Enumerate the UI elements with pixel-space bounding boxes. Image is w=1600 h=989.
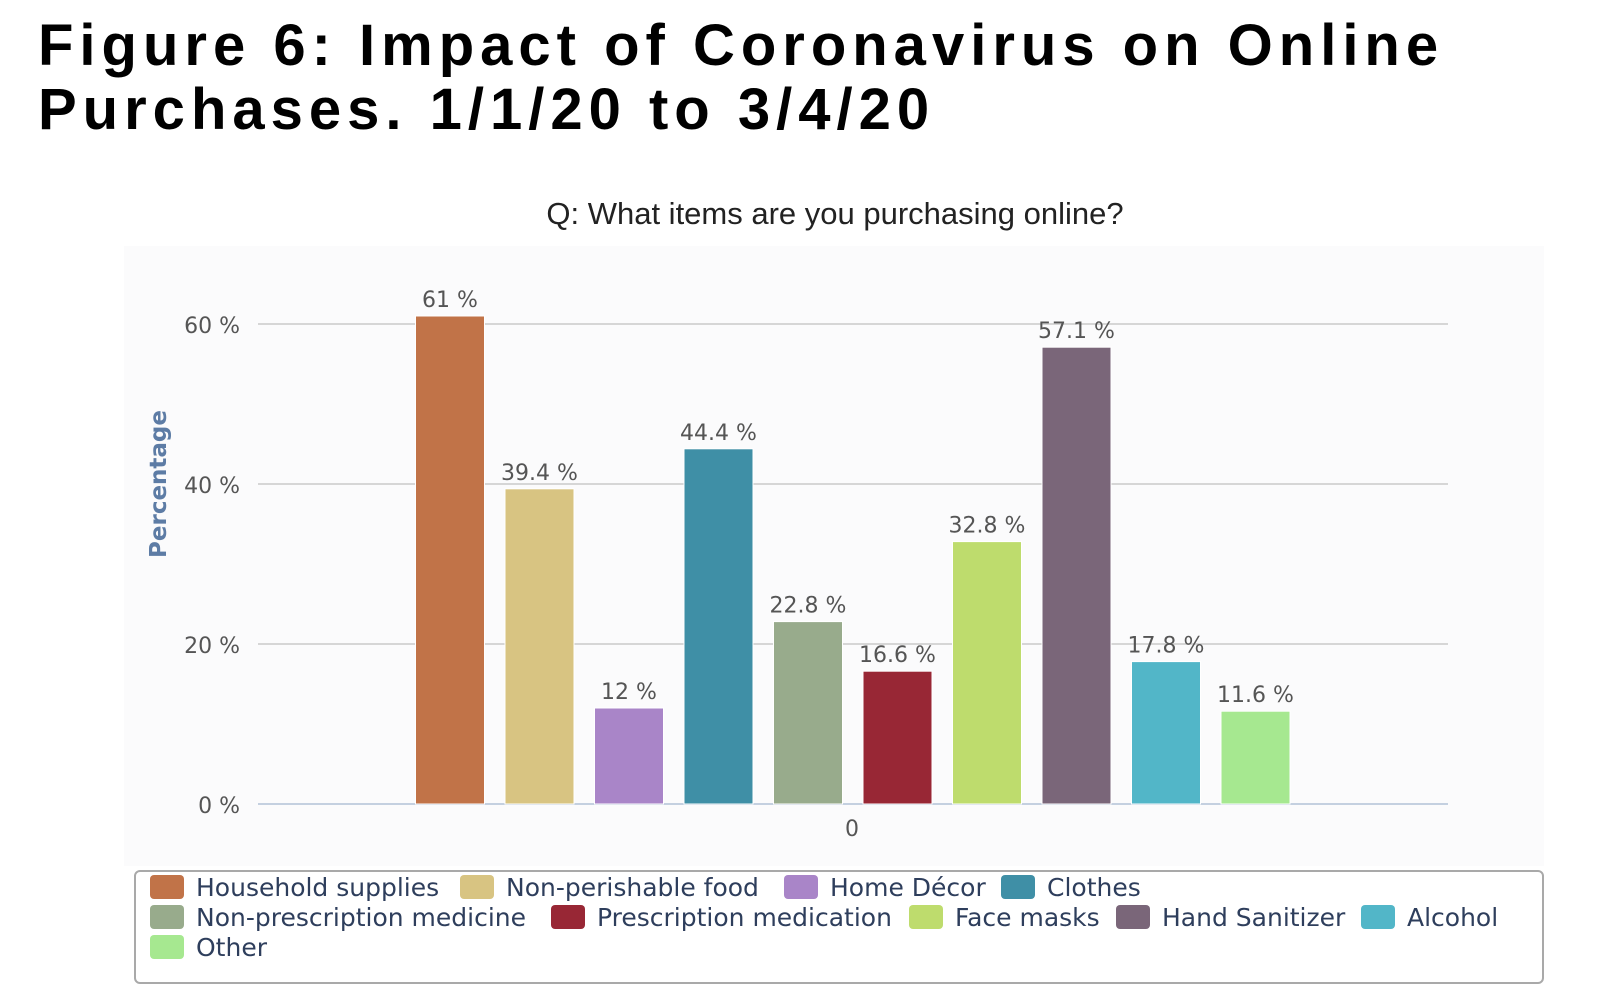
data-label: 32.8 %: [949, 514, 1026, 539]
legend-item-prescription-medication[interactable]: Prescription medication: [551, 902, 892, 932]
bar: [415, 315, 485, 805]
y-tick-label: 60 %: [184, 314, 240, 339]
legend-label: Non-perishable food: [506, 872, 759, 902]
data-label: 57.1 %: [1038, 319, 1115, 344]
legend-label: Home Décor: [830, 872, 986, 902]
legend-label: Prescription medication: [597, 902, 892, 932]
data-label: 16.6 %: [859, 643, 936, 668]
y-tick-label: 0 %: [198, 794, 240, 819]
legend-label: Household supplies: [196, 872, 440, 902]
y-axis-label: Percentage: [146, 410, 172, 558]
bar: [1041, 346, 1112, 805]
legend-swatch: [460, 875, 494, 899]
bar: [504, 488, 575, 805]
bar: [594, 707, 664, 805]
legend-item-non-prescription-medicine[interactable]: Non-prescription medicine: [150, 902, 526, 932]
legend-item-clothes[interactable]: Clothes: [1001, 872, 1141, 902]
bar: [1131, 661, 1201, 805]
legend-label: Clothes: [1047, 872, 1141, 902]
legend-item-household-supplies[interactable]: Household supplies: [150, 872, 439, 902]
legend-swatch: [784, 875, 818, 899]
bar: [952, 541, 1022, 805]
bar: [1220, 710, 1291, 805]
legend-item-non-perishable-food[interactable]: Non-perishable food: [460, 872, 759, 902]
legend-item-home-decor[interactable]: Home Décor: [784, 872, 986, 902]
bar: [683, 448, 754, 805]
legend-label: Face masks: [955, 902, 1100, 932]
legend-item-hand-sanitizer[interactable]: Hand Sanitizer: [1116, 902, 1345, 932]
data-label: 22.8 %: [770, 594, 847, 619]
data-label: 44.4 %: [680, 421, 757, 446]
data-label: 17.8 %: [1128, 634, 1205, 659]
y-tick-label: 40 %: [184, 474, 240, 499]
legend-swatch: [1361, 905, 1395, 929]
bar: [862, 670, 933, 805]
legend-item-face-masks[interactable]: Face masks: [909, 902, 1100, 932]
data-label: 39.4 %: [501, 461, 578, 486]
legend-label: Non-prescription medicine: [196, 902, 527, 932]
legend-swatch: [150, 875, 184, 899]
legend-label: Hand Sanitizer: [1162, 902, 1346, 932]
legend-swatch: [1116, 905, 1150, 929]
bar: [773, 621, 843, 805]
data-label: 61 %: [422, 288, 478, 313]
y-tick-label: 20 %: [184, 634, 240, 659]
page-title: Figure 6: Impact of Coronavirus on Onlin…: [38, 13, 1445, 142]
legend-item-other[interactable]: Other: [150, 932, 267, 962]
legend-label: Alcohol: [1407, 902, 1499, 932]
data-label: 12 %: [601, 680, 657, 705]
bar-chart: 0 % 20 % 40 % 60 % Percentage 0 61 % 39.4 % 12 %…: [146, 288, 1448, 842]
legend-label: Other: [196, 932, 267, 962]
legend-item-alcohol[interactable]: Alcohol: [1361, 902, 1498, 932]
legend-swatch: [551, 905, 585, 929]
legend-swatch: [150, 935, 184, 959]
legend-swatch: [909, 905, 943, 929]
x-tick-label: 0: [845, 817, 859, 842]
data-label: 11.6 %: [1217, 683, 1294, 708]
legend-swatch: [1001, 875, 1035, 899]
legend-swatch: [150, 905, 184, 929]
chart-legend: Household supplies Non-perishable food H…: [134, 870, 1544, 984]
chart-subtitle: Q: What items are you purchasing online?: [546, 196, 1124, 231]
